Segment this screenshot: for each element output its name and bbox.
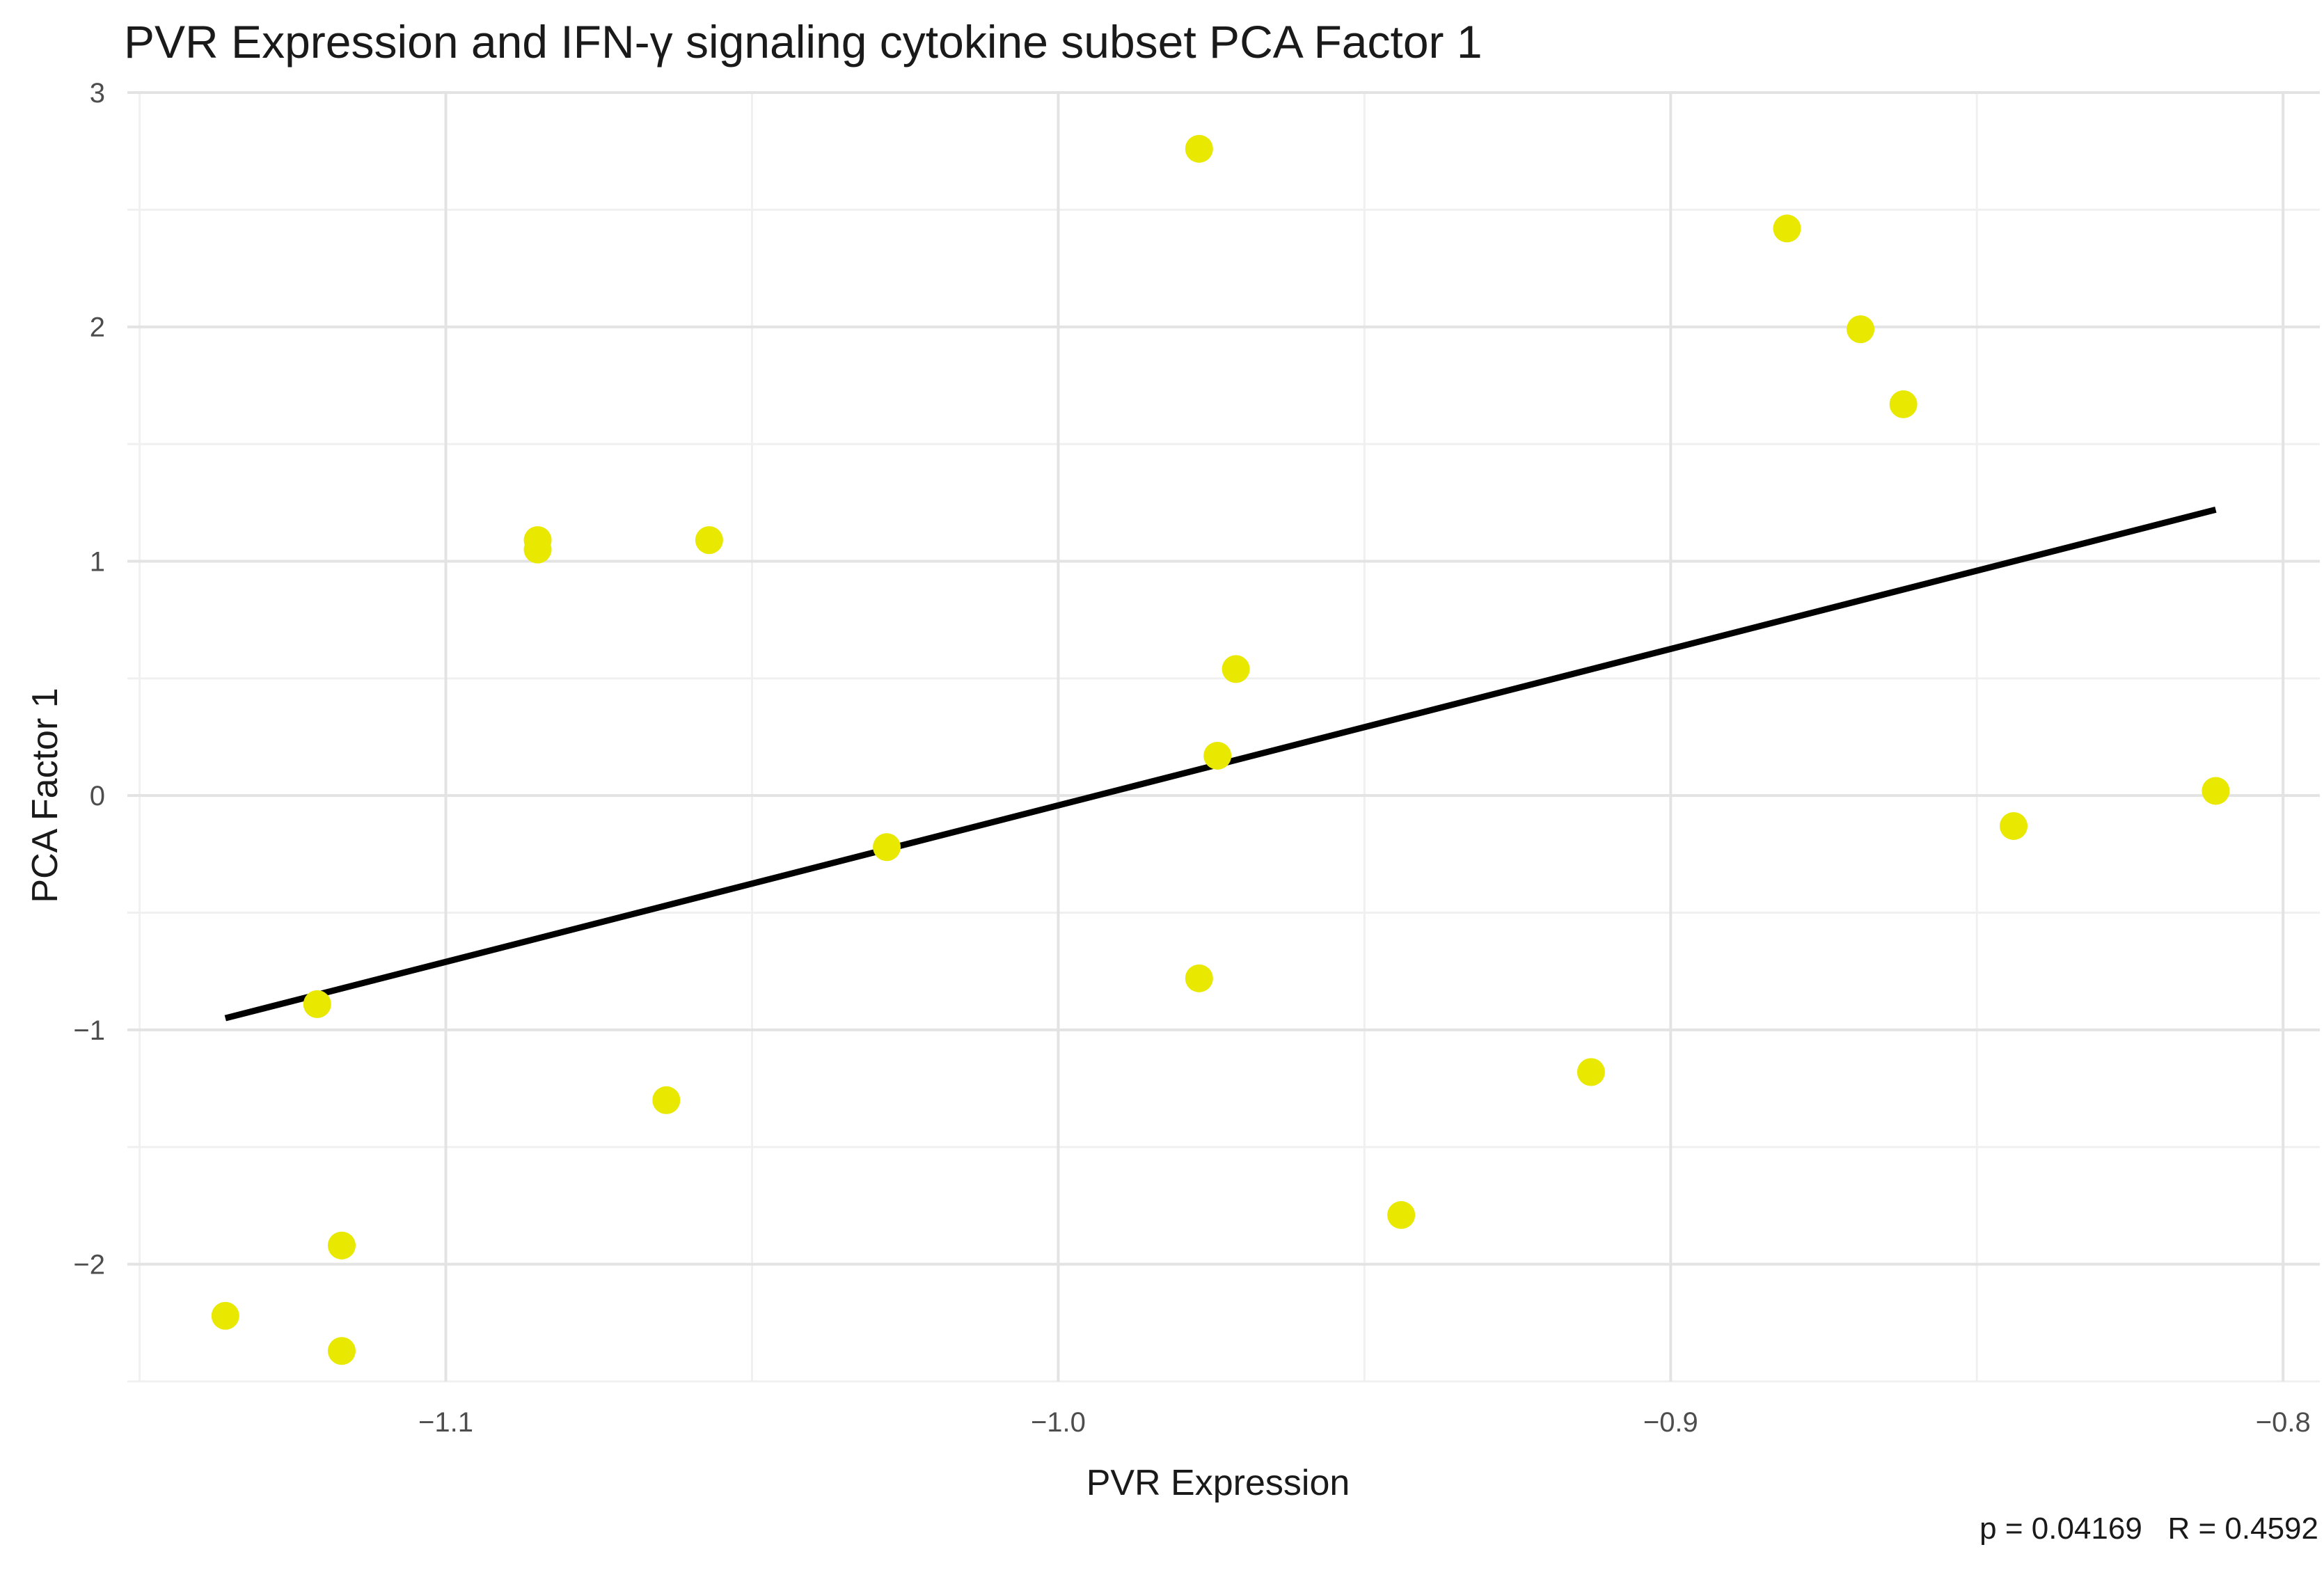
data-point (1847, 315, 1875, 344)
minor-gridlines (127, 93, 2320, 1383)
data-point (211, 1301, 239, 1330)
data-point (873, 833, 901, 862)
data-point (1773, 214, 1801, 243)
x-tick-label: −1.1 (418, 1407, 473, 1438)
data-points (211, 134, 2230, 1365)
x-axis-ticks: −1.1 −1.0 −0.9 −0.8 (418, 1407, 2311, 1438)
data-point (1203, 741, 1232, 770)
y-axis-title: PCA Factor 1 (25, 688, 65, 903)
data-point (327, 1231, 356, 1260)
data-point (523, 535, 552, 564)
data-point (652, 1086, 681, 1114)
data-point (1889, 390, 1918, 418)
x-tick-label: −0.8 (2256, 1407, 2311, 1438)
data-point (1387, 1200, 1416, 1229)
y-tick-label: 3 (90, 78, 105, 109)
major-gridlines (127, 91, 2320, 1381)
y-axis-ticks: −2 −1 0 1 2 3 (73, 78, 105, 1280)
y-tick-label: −1 (73, 1015, 105, 1046)
data-point (303, 990, 331, 1018)
x-tick-label: −0.9 (1643, 1407, 1698, 1438)
y-tick-label: 1 (90, 546, 105, 577)
stats-annotation: p = 0.04169 R = 0.4592 (1979, 1512, 2318, 1546)
data-point (2202, 777, 2230, 805)
data-point (1185, 964, 1213, 992)
chart-title: PVR Expression and IFN-γ signaling cytok… (124, 16, 1483, 68)
data-point (695, 526, 723, 555)
x-tick-label: −1.0 (1031, 1407, 1086, 1438)
data-point (2000, 811, 2028, 840)
data-point (1576, 1058, 1605, 1086)
y-tick-label: −2 (73, 1250, 105, 1280)
y-tick-label: 0 (90, 781, 105, 811)
data-point (1185, 134, 1213, 163)
data-point (1222, 655, 1250, 683)
x-axis-title: PVR Expression (1086, 1463, 1350, 1503)
y-tick-label: 2 (90, 312, 105, 343)
data-point (327, 1337, 356, 1365)
